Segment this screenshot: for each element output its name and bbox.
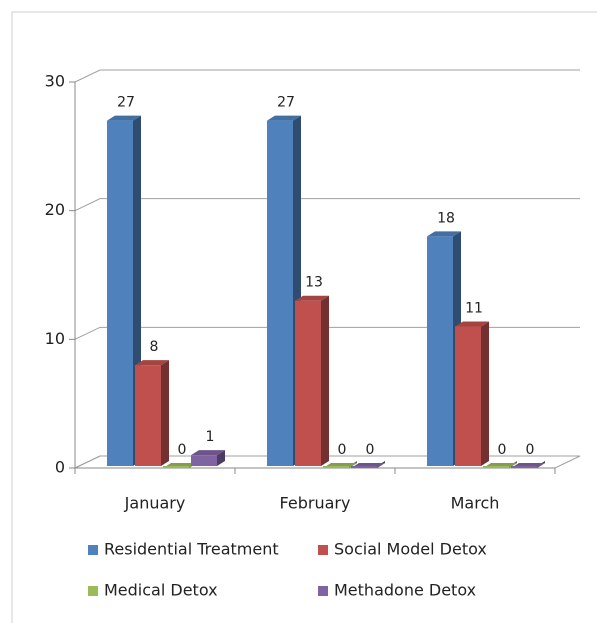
bar-face [511,466,537,468]
value-label: 0 [178,442,187,458]
legend-swatch [318,586,328,596]
value-label: 0 [366,442,375,458]
value-label: 27 [117,95,135,111]
value-label: 0 [338,442,347,458]
bar-face [321,295,329,466]
bar-face [323,466,349,468]
legend-label: Methadone Detox [334,581,476,600]
x-tick-label: January [124,494,186,513]
x-tick-label: March [451,494,500,513]
bar-face [427,231,461,237]
bar [511,461,545,468]
bar-face [135,365,161,466]
bar [323,461,357,468]
bar-face [351,466,377,468]
bar-face [135,360,169,366]
value-label: 0 [526,442,535,458]
bar-face [483,466,509,468]
bar-face [267,120,293,466]
y-tick-label: 0 [55,458,65,477]
bar [135,360,169,466]
bar-face [107,120,133,466]
y-tick-label: 20 [45,200,65,219]
bar-face [107,115,141,121]
bar-face [163,466,189,468]
bar-face [295,300,321,466]
bar [191,450,225,466]
legend-label: Social Model Detox [334,540,487,559]
value-label: 18 [437,210,455,226]
bar-face [161,360,169,466]
bar [455,321,489,466]
bar-face [455,321,489,327]
value-label: 13 [305,275,323,291]
y-tick-label: 30 [45,72,65,91]
legend-label: Residential Treatment [104,540,279,559]
bar-face [455,326,481,466]
bar-face [295,295,329,301]
bar [483,461,517,468]
bar-face [267,115,301,121]
bar-face [217,450,225,466]
grid-line [74,69,580,83]
bar-face [427,236,453,466]
bar-face [191,450,225,456]
y-tick-label: 10 [45,329,65,348]
value-label: 8 [150,339,159,355]
bar [351,461,385,468]
legend-label: Medical Detox [104,581,218,600]
bar-face [481,321,489,466]
x-tick-label: February [280,494,351,513]
bar [295,295,329,466]
legend-swatch [88,586,98,596]
grid-line [74,455,580,469]
value-label: 11 [465,300,483,316]
grid-line [74,198,580,212]
legend-swatch [318,545,328,555]
legend-swatch [88,545,98,555]
chart-border [11,11,597,623]
bar-face [191,455,217,466]
value-label: 0 [498,442,507,458]
grid-line [74,326,580,340]
value-label: 1 [206,429,215,445]
value-label: 27 [277,95,295,111]
